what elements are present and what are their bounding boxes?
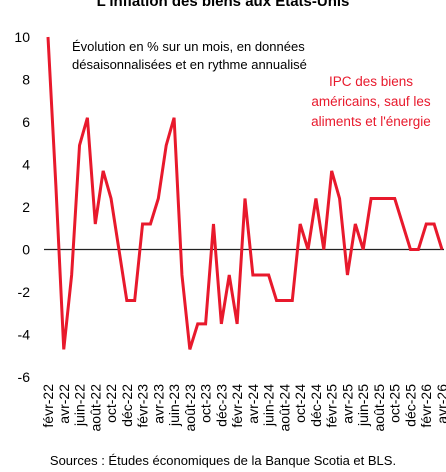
x-tick-label: févr-26 bbox=[418, 384, 434, 428]
x-tick-label: août-24 bbox=[276, 384, 292, 432]
x-tick-label: déc-25 bbox=[402, 384, 418, 427]
y-tick-label: 2 bbox=[22, 199, 30, 215]
x-tick-label: avr-26 bbox=[434, 384, 446, 424]
y-tick-label: 10 bbox=[14, 29, 30, 45]
chart-title: L'inflation des biens aux États-Unis bbox=[97, 0, 350, 10]
x-tick-label: août-22 bbox=[87, 384, 103, 432]
y-tick-label: 6 bbox=[22, 114, 30, 130]
source: Sources : Études économiques de la Banqu… bbox=[50, 453, 396, 468]
x-tick-label: avr-24 bbox=[245, 384, 261, 424]
annotation: Évolution en % sur un mois, en données d… bbox=[72, 39, 307, 72]
x-tick-label: févr-23 bbox=[135, 384, 151, 428]
x-tick-label: déc-22 bbox=[119, 384, 135, 427]
x-tick-label: avr-22 bbox=[56, 384, 72, 424]
x-tick-label: déc-24 bbox=[308, 384, 324, 427]
y-tick-label: -4 bbox=[18, 327, 31, 343]
x-tick-label: août-25 bbox=[371, 384, 387, 432]
x-tick-label: oct-23 bbox=[198, 384, 214, 423]
x-tick-label: févr-25 bbox=[324, 384, 340, 428]
y-tick-label: 0 bbox=[22, 242, 30, 258]
x-tick-label: févr-22 bbox=[40, 384, 56, 428]
x-tick-label: déc-23 bbox=[213, 384, 229, 427]
y-tick-label: 8 bbox=[22, 72, 30, 88]
y-tick-label: 4 bbox=[22, 157, 30, 173]
x-tick-label: oct-22 bbox=[103, 384, 119, 423]
x-tick-label: oct-24 bbox=[292, 384, 308, 423]
line-series bbox=[46, 36, 444, 350]
legend-entry: IPC des biens américains, sauf les alime… bbox=[311, 74, 431, 129]
x-tick-label: juin-22 bbox=[72, 384, 88, 427]
y-tick-label: -2 bbox=[18, 284, 31, 300]
x-tick-label: juin-23 bbox=[166, 384, 182, 427]
x-tick-label: août-23 bbox=[182, 384, 198, 432]
x-tick-label: oct-25 bbox=[387, 384, 403, 423]
x-tick-label: févr-24 bbox=[229, 384, 245, 428]
x-tick-label: juin-24 bbox=[261, 384, 277, 427]
y-tick-label: -6 bbox=[18, 369, 31, 385]
x-tick-label: avr-25 bbox=[339, 384, 355, 424]
x-tick-label: avr-23 bbox=[150, 384, 166, 424]
x-tick-label: juin-25 bbox=[355, 384, 371, 427]
